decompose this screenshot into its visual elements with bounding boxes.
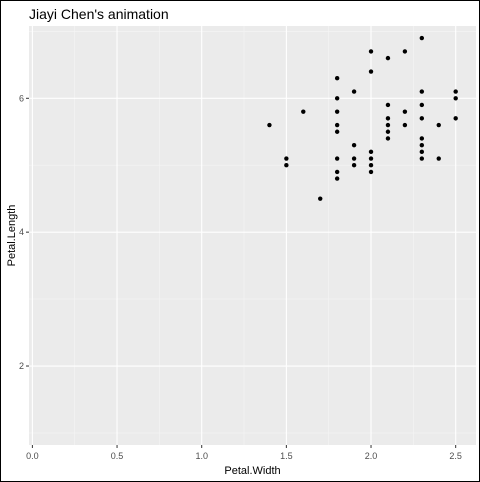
plot-panel [29, 26, 476, 445]
data-point [453, 116, 458, 121]
data-point [368, 49, 374, 54]
data-point [334, 156, 340, 161]
x-tick-label: 0.0 [26, 451, 39, 461]
data-point [351, 156, 357, 161]
data-point [419, 116, 425, 121]
data-point [368, 69, 374, 74]
data-point [419, 142, 425, 148]
grid [29, 26, 476, 445]
data-point [419, 35, 425, 41]
data-point [284, 156, 289, 161]
data-point [385, 129, 391, 134]
data-point [368, 163, 374, 168]
y-axis-title: Petal.Length [6, 205, 18, 267]
data-point [284, 163, 289, 168]
x-tick-label: 2.5 [449, 451, 462, 461]
data-point [351, 89, 357, 94]
data-point [334, 169, 340, 175]
data-point [334, 129, 340, 134]
y-tick-label: 4 [19, 227, 24, 237]
data-point [453, 96, 458, 101]
data-points [267, 35, 458, 201]
data-point [419, 102, 425, 108]
data-point [453, 89, 458, 94]
x-tick-label: 2.0 [365, 451, 378, 461]
data-point [368, 156, 374, 161]
x-tick-label: 1.0 [195, 451, 208, 461]
x-axis-title: Petal.Width [224, 465, 280, 477]
data-point [436, 156, 441, 161]
data-point [351, 142, 357, 148]
data-point [419, 136, 425, 141]
axes: 0.0 0.5 1.0 1.5 2.0 2.5 2 4 6 [19, 93, 462, 461]
data-point [419, 89, 425, 94]
y-tick-label: 6 [19, 93, 24, 103]
data-point [385, 122, 391, 128]
data-point [334, 109, 340, 114]
data-point [368, 169, 374, 175]
data-point [419, 156, 425, 161]
data-point [301, 109, 306, 114]
x-tick-label: 0.5 [111, 451, 124, 461]
data-point [402, 49, 408, 54]
data-point [334, 96, 340, 101]
data-point [402, 109, 408, 114]
y-tick-label: 2 [19, 361, 24, 371]
data-point [334, 122, 340, 128]
x-tick-label: 1.5 [280, 451, 293, 461]
data-point [368, 149, 374, 155]
data-point [385, 102, 391, 108]
data-point [351, 163, 357, 168]
data-point [334, 76, 340, 81]
data-point [385, 55, 391, 61]
data-point [334, 176, 340, 181]
data-point [385, 136, 391, 141]
data-point [267, 122, 272, 128]
data-point [436, 122, 441, 128]
data-point [318, 196, 323, 201]
chart-title: Jiayi Chen's animation [29, 6, 169, 22]
data-point [385, 116, 391, 121]
data-point [402, 122, 408, 128]
data-point [419, 149, 425, 155]
